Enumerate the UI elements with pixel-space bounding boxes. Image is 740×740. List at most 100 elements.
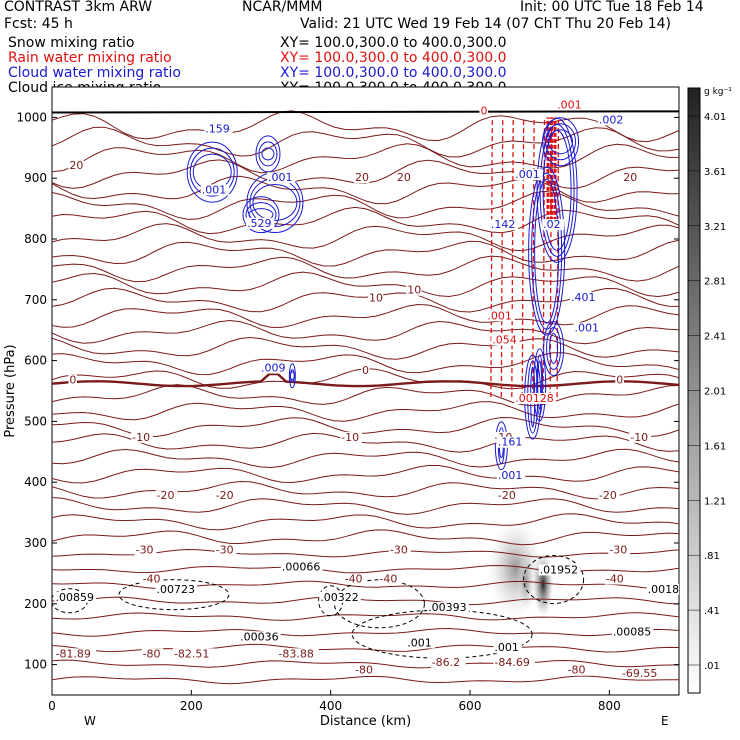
ice-max-label-bg (319, 591, 361, 603)
ice-max-label-bg (427, 602, 469, 614)
temperature-label-bg (343, 573, 366, 585)
cloud-water-contour (261, 147, 275, 161)
cloud-water-label-bg (542, 219, 564, 231)
temperature-label-bg (367, 292, 384, 304)
surface-line (52, 110, 679, 114)
isotherm-line (52, 548, 679, 558)
rain-contour (490, 117, 493, 398)
temperature-label: -10 (630, 431, 648, 444)
legend-cloud-water-label: Cloud water mixing ratio (8, 65, 181, 81)
temperature-label: -80 (568, 664, 586, 677)
temperature-label: -30 (216, 543, 234, 556)
x-tick-label: 400 (319, 699, 342, 713)
temperature-label-bg (361, 364, 370, 376)
temperature-label-bg (340, 431, 362, 443)
temperature-label-bg (54, 648, 97, 660)
temperature-label-bg (496, 490, 519, 502)
cloud-water-contour (531, 172, 563, 330)
temperature-label-bg (597, 490, 620, 502)
ice-max-label-bg (538, 564, 581, 576)
colorbar-label: .41 (704, 606, 720, 617)
cloud-water-label: .009 (261, 362, 286, 375)
y-tick-label: 600 (24, 354, 47, 368)
y-tick-label: 700 (24, 293, 47, 307)
isotherm-line (52, 675, 679, 685)
y-tick-label: 400 (24, 475, 47, 489)
temperature-label: 10 (407, 284, 421, 297)
legend-rain-xy: XY= 100.0,300.0 to 400.0,300.0 (280, 50, 507, 66)
cloud-water-label: .001 (575, 321, 600, 334)
temperature-label: -82.51 (174, 647, 209, 660)
temperature-label: -30 (136, 543, 154, 556)
cloud-water-label: .001 (515, 168, 540, 181)
isotherm-line (52, 596, 679, 606)
ice-max-label: .00393 (428, 601, 467, 614)
cloud-water-contour (255, 135, 281, 173)
cloud-water-contour (533, 348, 547, 422)
temperature-label-bg (615, 374, 624, 386)
cloud-water-contour (242, 196, 280, 234)
cloud-water-label-bg (514, 169, 543, 181)
cloud-water-contour (258, 141, 278, 167)
temperature-label-bg (354, 664, 376, 676)
isotherm-line (52, 143, 679, 174)
colorbar-label: 2.81 (704, 277, 726, 288)
temperature-label-bg (406, 284, 422, 296)
isotherm-line (52, 175, 679, 205)
colorbar-unit: g kg⁻¹ (704, 87, 732, 97)
colorbar-label: 3.61 (704, 167, 726, 178)
ice-max-label: .00322 (320, 591, 359, 604)
cloud-water-label: .002 (599, 113, 624, 126)
isotherm-line (52, 401, 679, 422)
y-axis-label: Pressure (hPa) (3, 344, 18, 437)
rain-label-bg (491, 334, 520, 346)
rain-label-bg (479, 105, 489, 117)
temperature-label: -10 (132, 431, 150, 444)
colorbar-label: 1.21 (704, 496, 726, 507)
ice-max-label: .00036 (240, 630, 279, 643)
isotherm-line (52, 110, 679, 143)
temperature-label-bg (378, 573, 401, 585)
isotherm-line (52, 416, 679, 438)
rain-label-bg (486, 310, 515, 322)
cloud-water-label-bg (597, 114, 627, 126)
rain-label: .001 (557, 98, 582, 111)
cloud-water-label-bg (246, 217, 275, 229)
rain-label-bg (514, 392, 556, 404)
legend-cloud-water-xy: XY= 100.0,300.0 to 400.0,300.0 (280, 65, 507, 81)
rain-contour (556, 117, 560, 398)
x-end-right: E (661, 714, 669, 728)
cloud-water-label-bg (200, 184, 230, 196)
y-tick-label: 900 (24, 171, 47, 185)
temperature-label-bg (566, 664, 589, 676)
y-tick-label: 500 (24, 414, 47, 428)
isotherm-line (52, 627, 679, 637)
ice-max-label-bg (406, 637, 435, 649)
snow-shading-core (533, 552, 554, 617)
ice-max-label: .00186 (648, 583, 687, 596)
isotherm-line (52, 497, 679, 515)
x-tick-label: 800 (598, 699, 621, 713)
isotherm-line (52, 271, 679, 298)
cloud-water-contour (546, 326, 562, 370)
isotherm-line (52, 432, 679, 453)
x-tick-label: 600 (459, 699, 482, 713)
cloud-water-label-bg (496, 436, 526, 448)
ice-max-label-bg (646, 583, 679, 595)
temperature-label: -20 (157, 489, 175, 502)
temperature-label-bg (68, 374, 78, 386)
temperature-label: -40 (379, 573, 397, 586)
temperature-label-bg (214, 490, 237, 502)
cloud-ice-contour (523, 554, 585, 604)
isotherm-line (52, 384, 679, 407)
isotherm-line (52, 448, 679, 469)
temperature-label-bg (608, 544, 631, 556)
header-title: CONTRAST 3km ARW (4, 0, 153, 15)
ice-max-label: .00085 (613, 625, 652, 638)
cloud-water-contour (528, 166, 566, 336)
cloud-water-contour (288, 363, 296, 389)
cloud-water-contour (536, 354, 544, 416)
colorbar-label: 4.01 (704, 112, 726, 123)
isotherm-line (52, 336, 679, 360)
temperature-label: -30 (609, 543, 627, 556)
